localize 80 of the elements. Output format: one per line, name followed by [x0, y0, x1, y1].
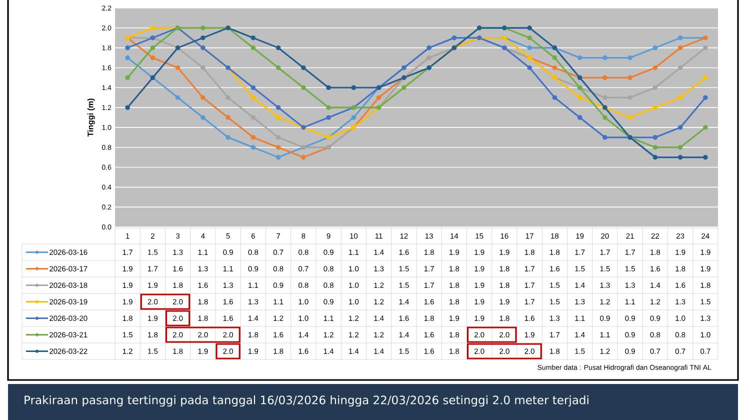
point [250, 115, 256, 120]
point [301, 85, 306, 90]
point [226, 95, 230, 100]
point [527, 26, 532, 30]
point [527, 65, 532, 70]
point [301, 154, 306, 160]
point [703, 95, 708, 100]
point [652, 45, 658, 50]
point [175, 95, 180, 100]
point [301, 65, 306, 70]
point [628, 75, 632, 80]
point [678, 95, 683, 100]
point [577, 55, 582, 60]
text: Prakiraan pasang tertinggi pada tanggal 16/03/2026 hingga 22/03/2026 setinggi 2.0 meter terjadi [24, 395, 588, 407]
point [527, 35, 532, 40]
point [703, 125, 708, 130]
point [602, 135, 608, 140]
point [628, 95, 632, 100]
point [602, 75, 608, 80]
point [250, 35, 256, 40]
point [628, 55, 632, 60]
point [678, 45, 683, 50]
point [276, 115, 281, 120]
point [175, 65, 180, 70]
point [652, 135, 658, 140]
point [602, 95, 608, 100]
point [250, 95, 256, 100]
point [125, 105, 130, 110]
point [652, 65, 658, 70]
point [376, 95, 382, 100]
point [577, 95, 582, 100]
point [125, 75, 130, 80]
point [527, 45, 532, 50]
point [200, 26, 206, 30]
point [226, 135, 230, 140]
point [250, 135, 256, 140]
point [226, 115, 230, 120]
point [200, 95, 206, 100]
point [125, 55, 130, 60]
point [552, 55, 558, 60]
point [628, 115, 632, 120]
point [652, 144, 658, 150]
point [250, 45, 256, 50]
point [678, 65, 683, 70]
point [125, 45, 130, 50]
point [678, 125, 683, 130]
point [326, 85, 331, 90]
point [678, 154, 683, 160]
point [150, 45, 156, 50]
point [250, 144, 256, 150]
point [200, 65, 206, 70]
point [552, 65, 558, 70]
point [678, 144, 683, 150]
point [703, 45, 708, 50]
point [351, 85, 356, 90]
point [678, 35, 683, 40]
point [703, 154, 708, 160]
point [150, 26, 156, 30]
point [276, 154, 281, 160]
point [250, 85, 256, 90]
point [326, 105, 331, 110]
point [703, 75, 708, 80]
point [577, 115, 582, 120]
point [276, 45, 281, 50]
point [276, 105, 281, 110]
point [351, 115, 356, 120]
point [276, 135, 281, 140]
point [326, 115, 331, 120]
point [200, 35, 206, 40]
point [602, 55, 608, 60]
y-axis-title: Tinggi (m) [87, 98, 95, 137]
point [276, 65, 281, 70]
point [200, 115, 206, 120]
point [552, 95, 558, 100]
point [150, 55, 156, 60]
point [652, 85, 658, 90]
point [276, 144, 281, 150]
point [652, 154, 658, 160]
point [602, 115, 608, 120]
point [652, 105, 658, 110]
